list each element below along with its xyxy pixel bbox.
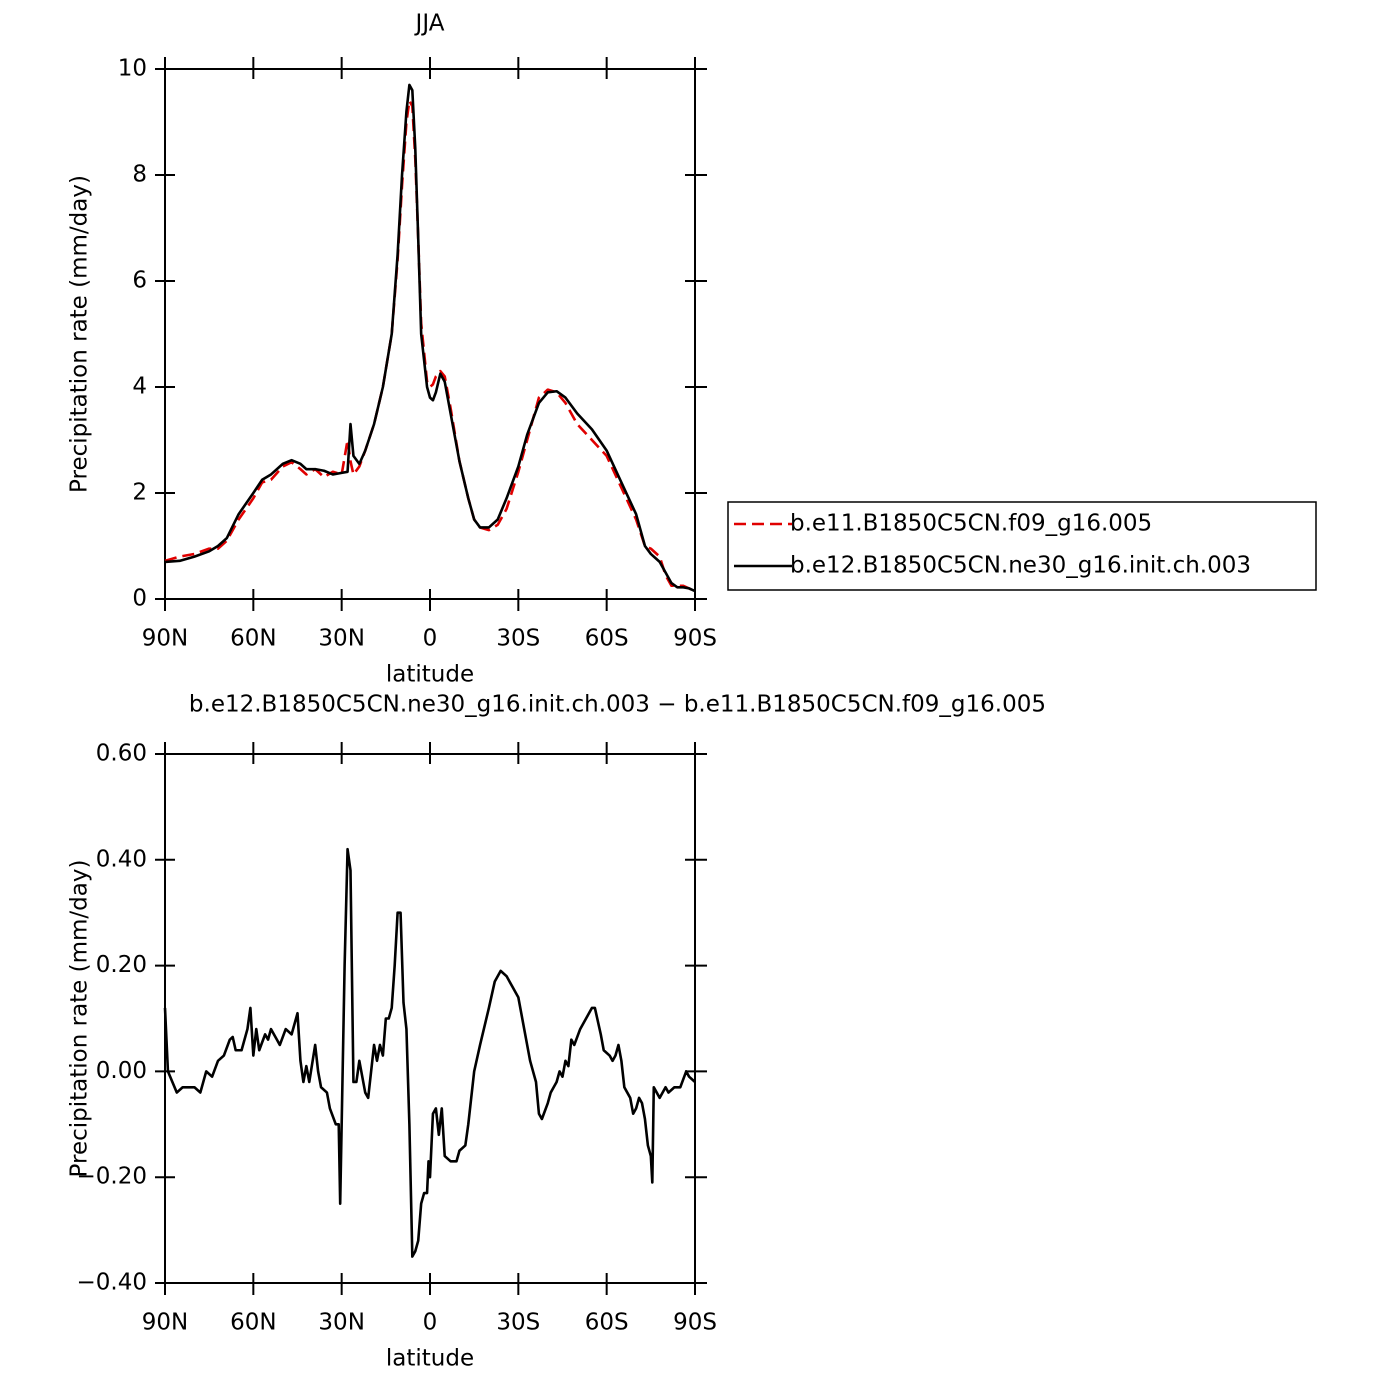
plot-frame: [164, 68, 696, 600]
x-tick-label: 0: [423, 1310, 438, 1336]
y-tick-label: 2: [132, 480, 147, 506]
x-tick-label: 60N: [230, 1310, 276, 1336]
data-line: [163, 847, 696, 1258]
legend-box: [727, 501, 1317, 591]
x-tick-label: 60S: [585, 626, 629, 652]
y-tick-label: 0: [132, 586, 147, 612]
x-tick-label: 30S: [496, 626, 540, 652]
y-tick-label: 0.40: [96, 846, 147, 872]
plot-frame: [164, 753, 696, 1284]
x-tick-label: 90N: [142, 626, 188, 652]
chart-title: JJA: [414, 11, 445, 37]
legend-label: b.e11.B1850C5CN.f09_g16.005: [790, 511, 1152, 537]
x-axis-label: latitude: [386, 1346, 474, 1372]
x-tick-label: 90S: [673, 626, 717, 652]
y-tick-label: 10: [118, 56, 147, 82]
y-axis-label: Precipitation rate (mm/day): [67, 860, 93, 1178]
legend-label: b.e12.B1850C5CN.ne30_g16.init.ch.003: [790, 553, 1251, 579]
y-tick-label: 0.00: [96, 1058, 147, 1084]
y-tick-label: −0.20: [77, 1164, 147, 1190]
x-tick-label: 30S: [496, 1310, 540, 1336]
data-line: [164, 99, 696, 593]
x-tick-label: 0: [423, 626, 438, 652]
x-tick-label: 60N: [230, 626, 276, 652]
y-tick-label: 0.60: [96, 741, 147, 767]
x-tick-label: 30N: [318, 1310, 364, 1336]
x-tick-label: 60S: [585, 1310, 629, 1336]
x-tick-label: 30N: [318, 626, 364, 652]
chart-title: b.e12.B1850C5CN.ne30_g16.init.ch.003 − b…: [189, 692, 1046, 718]
y-tick-label: 8: [132, 162, 147, 188]
y-tick-label: 4: [132, 374, 147, 400]
data-line: [164, 83, 696, 593]
y-axis-label: Precipitation rate (mm/day): [67, 175, 93, 493]
y-tick-label: 6: [132, 268, 147, 294]
y-tick-label: −0.40: [77, 1270, 147, 1296]
y-tick-label: 0.20: [96, 952, 147, 978]
x-tick-label: 90S: [673, 1310, 717, 1336]
x-tick-label: 90N: [142, 1310, 188, 1336]
x-axis-label: latitude: [386, 662, 474, 688]
